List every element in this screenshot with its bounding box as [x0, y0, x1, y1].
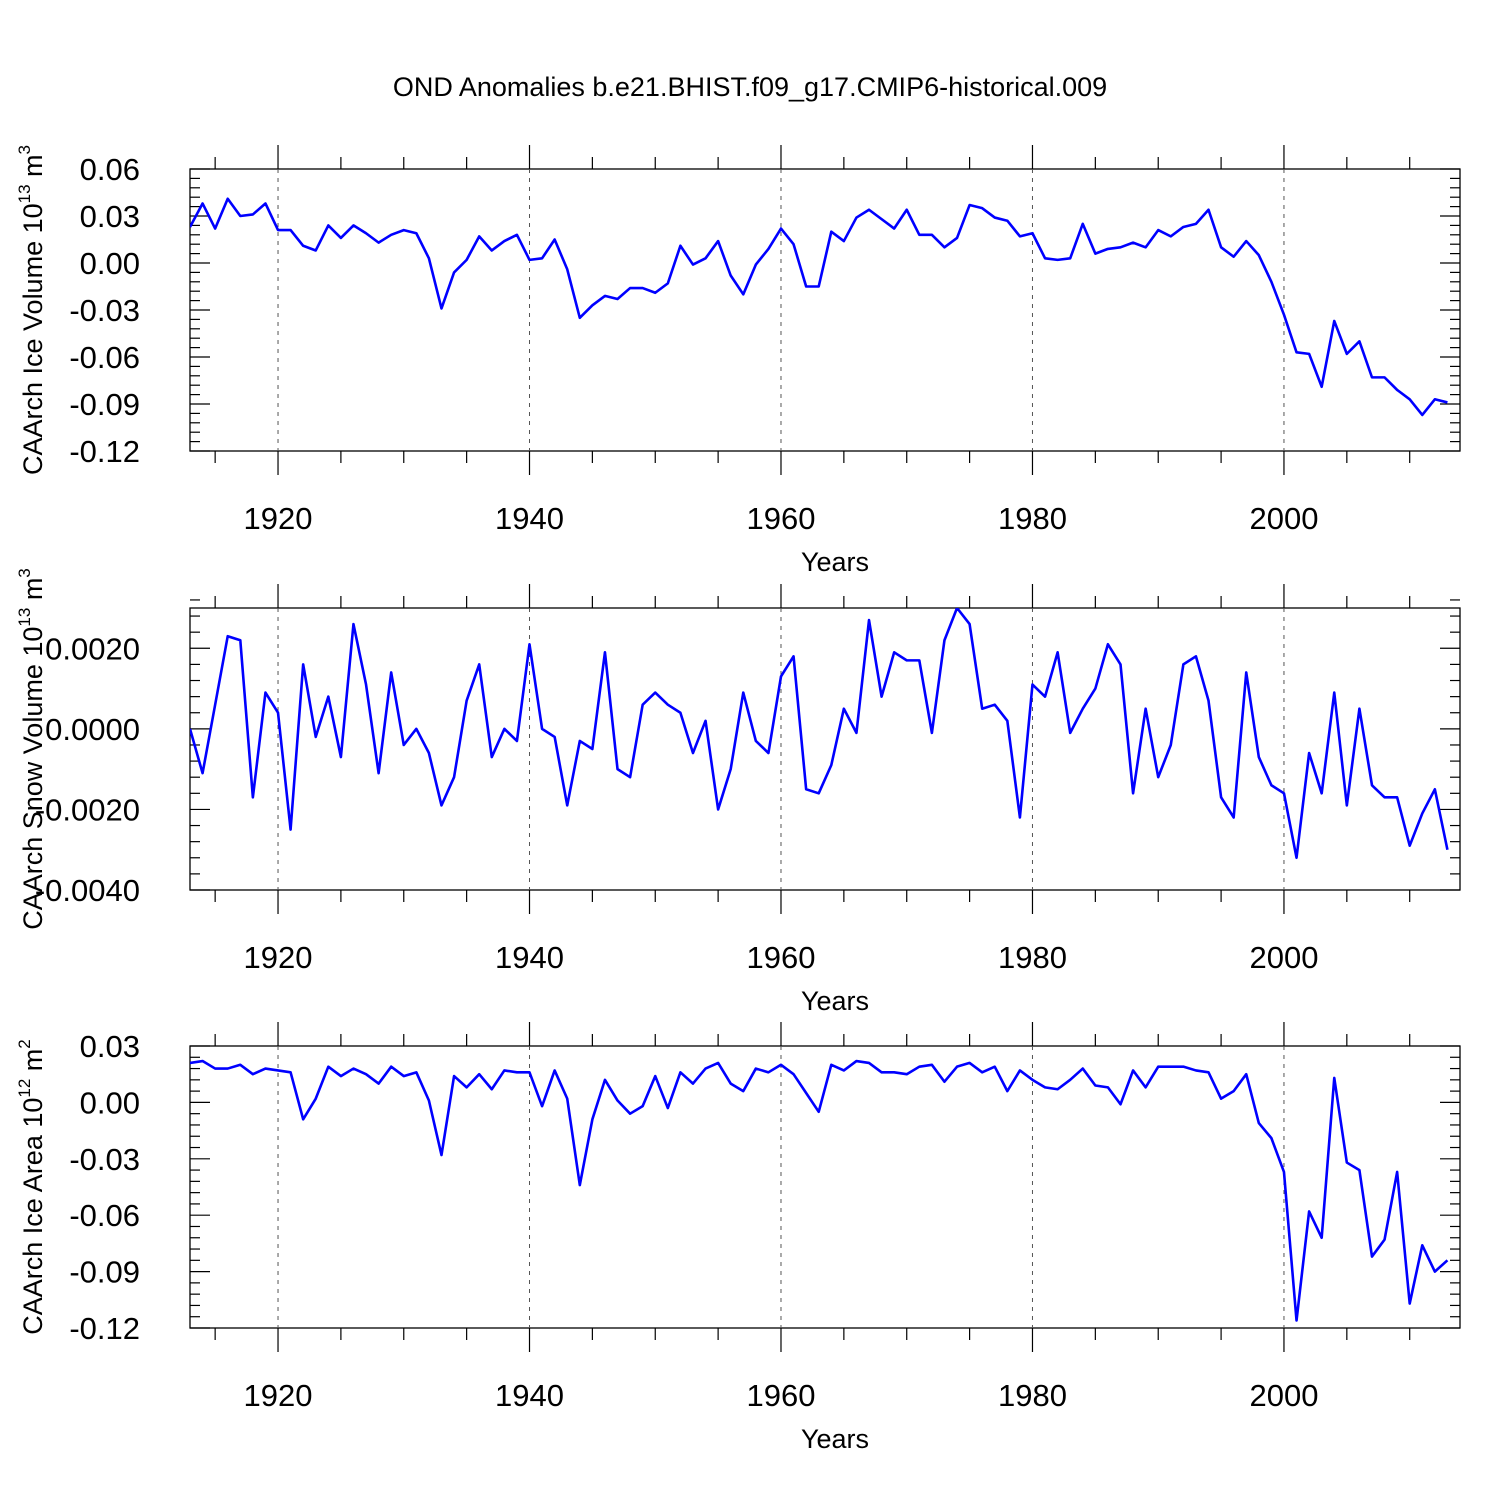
x-axis-label: Years [801, 547, 869, 577]
data-points-ice-area [189, 1061, 1448, 1321]
y-axis-label-unit: m [18, 154, 48, 184]
y-axis-label-unit-exp: 2 [15, 1039, 34, 1048]
x-tick-label: 1960 [747, 1378, 816, 1413]
y-axis-label: CAArch Ice Volume 1013 m3 [15, 145, 48, 475]
y-axis-label-main: CAArch Ice Volume 10 [18, 203, 48, 475]
data-points-snow-volume [189, 607, 1448, 858]
y-tick-label: -0.09 [69, 1255, 140, 1290]
x-tick-label: 1980 [998, 940, 1067, 975]
x-tick-label: 2000 [1249, 501, 1318, 536]
x-tick-label: 1940 [495, 501, 564, 536]
y-axis-label-main: CAArch Ice Area 10 [18, 1098, 48, 1335]
chart-title: OND Anomalies b.e21.BHIST.f09_g17.CMIP6-… [393, 72, 1107, 102]
y-tick-label: -0.12 [69, 1311, 140, 1346]
x-axis-label: Years [801, 1424, 869, 1454]
y-tick-label: -0.06 [69, 340, 140, 375]
y-axis-label-unit-exp: 3 [15, 145, 34, 154]
panel-ice-volume: 1920 1940 1960 1980 2000 0.06 0.03 0.00 -0.03 -0.… [15, 145, 1461, 577]
y-axis-label: CAArch Ice Area 1012 m2 [15, 1039, 48, 1335]
x-tick-label: 1940 [495, 1378, 564, 1413]
y-tick-label: 0.03 [80, 199, 140, 234]
y-tick-label: -0.06 [69, 1198, 140, 1233]
plot-frame [189, 607, 1461, 891]
y-tick-label: 0.0000 [45, 712, 140, 747]
x-tick-label: 2000 [1249, 1378, 1318, 1413]
y-tick-label: -0.03 [69, 1142, 140, 1177]
x-tick-label: 1960 [747, 940, 816, 975]
y-axis-label-main: CAArch Snow Volume 10 [18, 627, 48, 930]
x-tick-label: 2000 [1249, 940, 1318, 975]
data-points-ice-volume [189, 198, 1448, 415]
x-tick-label: 1920 [244, 501, 313, 536]
y-tick-label: 0.0020 [45, 631, 140, 666]
y-tick-label: -0.12 [69, 434, 140, 469]
y-axis-label-exp: 13 [15, 184, 34, 203]
y-tick-label: -0.09 [69, 387, 140, 422]
y-tick-label: -0.0040 [35, 873, 140, 908]
y-tick-label: 0.03 [80, 1029, 140, 1064]
y-axis-label-unit: m [18, 1049, 48, 1079]
y-axis-label: CAArch Snow Volume 1013 m3 [15, 568, 48, 930]
y-axis-label-exp: 13 [15, 608, 34, 627]
y-tick-label: -0.0020 [35, 792, 140, 827]
y-tick-label: 0.06 [80, 152, 140, 187]
x-tick-label: 1940 [495, 940, 564, 975]
y-axis-label-exp: 12 [15, 1079, 34, 1098]
x-tick-label: 1960 [747, 501, 816, 536]
panel-ice-area: 1920 1940 1960 1980 2000 0.03 0.00 -0.03 -0.06 -0… [15, 1022, 1461, 1454]
y-axis-label-unit: m [18, 578, 48, 608]
x-tick-label: 1980 [998, 501, 1067, 536]
y-axis-label-unit-exp: 3 [15, 568, 34, 577]
x-tick-label: 1980 [998, 1378, 1067, 1413]
y-tick-label: 0.00 [80, 1085, 140, 1120]
panel-snow-volume: 1920 1940 1960 1980 2000 0.0020 0.0000 -0.0020 -… [15, 568, 1461, 1016]
x-axis-label: Years [801, 986, 869, 1016]
plot-frame [189, 1045, 1461, 1329]
x-tick-label: 1920 [244, 940, 313, 975]
y-tick-label: 0.00 [80, 246, 140, 281]
panels: 1920 1940 1960 1980 2000 0.06 0.03 0.00 -0.03 -0.… [15, 145, 1461, 1454]
x-tick-label: 1920 [244, 1378, 313, 1413]
y-tick-label: -0.03 [69, 293, 140, 328]
